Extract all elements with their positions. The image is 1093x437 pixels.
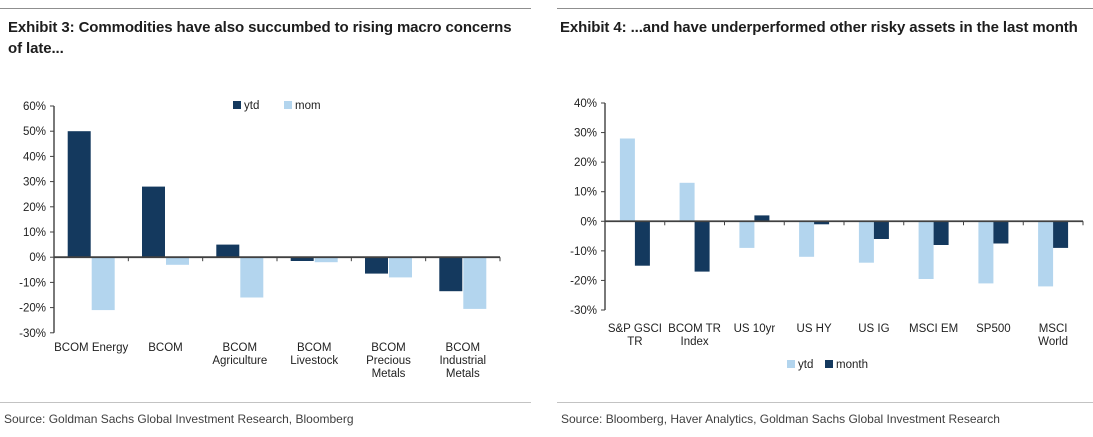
y-tick-label: 10%: [574, 187, 597, 199]
legend-swatch-ytd: [787, 360, 795, 368]
bar-ytd-2: [216, 244, 240, 258]
legend-swatch-month: [825, 360, 833, 368]
category-label: BCOM: [297, 342, 332, 354]
y-tick-label: 40%: [574, 98, 597, 110]
exhibit3-title: Exhibit 3: Commodities have also succumb…: [8, 19, 512, 57]
bar-month-5: [933, 221, 949, 245]
bar-ytd-4: [365, 257, 388, 274]
y-tick-label: -20%: [570, 275, 597, 287]
bar-month-3: [814, 221, 830, 225]
legend-label-mom: mom: [295, 100, 321, 112]
category-label: BCOM: [446, 342, 481, 354]
bar-ytd-0: [67, 131, 91, 258]
y-tick-label: -30%: [570, 305, 597, 317]
exhibit3-source: Source: Goldman Sachs Global Investment …: [0, 402, 531, 426]
y-tick-label: -30%: [19, 328, 46, 340]
bar-mom-1: [166, 257, 189, 265]
bar-ytd-2: [739, 221, 755, 248]
bar-ytd-6: [978, 221, 994, 284]
bar-ytd-1: [679, 182, 695, 222]
legend-label-ytd: ytd: [244, 100, 259, 112]
bar-ytd-4: [858, 221, 874, 263]
category-label: Index: [681, 336, 709, 348]
y-tick-label: 50%: [23, 126, 46, 138]
y-tick-label: 0%: [580, 216, 597, 228]
legend-swatch-mom: [284, 101, 292, 109]
category-label: Precious: [366, 355, 411, 367]
category-label: BCOM: [148, 342, 183, 354]
y-tick-label: 20%: [23, 202, 46, 214]
bar-ytd-1: [142, 186, 165, 258]
y-tick-label: 20%: [574, 157, 597, 169]
bar-ytd-5: [439, 257, 463, 292]
bar-mom-5: [463, 257, 487, 309]
exhibit4-source: Source: Bloomberg, Haver Analytics, Gold…: [557, 402, 1093, 426]
exhibit4-source-text: Source: Bloomberg, Haver Analytics, Gold…: [561, 412, 1000, 426]
category-label: TR: [627, 336, 642, 348]
category-label: MSCI: [1039, 323, 1068, 335]
bar-month-4: [873, 221, 889, 239]
exhibit4-title: Exhibit 4: ...and have underperformed ot…: [560, 19, 1078, 36]
y-tick-label: 60%: [23, 101, 46, 113]
exhibit3-bar-chart: -30% -20% -10% 0% 10% 20% 30% 40% 50% 60% BCOM Ene…: [19, 100, 501, 380]
y-tick-label: -20%: [19, 303, 46, 315]
y-tick-label: 0%: [29, 252, 46, 264]
bar-month-7: [1053, 221, 1069, 248]
category-label: US HY: [797, 323, 832, 335]
bar-ytd-3: [799, 221, 815, 257]
bar-mom-0: [91, 257, 115, 311]
category-label: S&P GSCI: [608, 323, 662, 335]
y-tick-label: 10%: [23, 227, 46, 239]
category-label: Metals: [372, 368, 406, 380]
category-label: US 10yr: [734, 323, 776, 335]
category-label: Metals: [446, 368, 480, 380]
category-label: BCOM TR: [668, 323, 721, 335]
y-tick-label: 30%: [23, 177, 46, 189]
exhibit4-top-rule: [557, 8, 1093, 9]
bar-ytd-7: [1038, 221, 1054, 287]
category-label: Agriculture: [212, 355, 267, 367]
bar-ytd-0: [619, 138, 635, 222]
legend-label-ytd: ytd: [798, 359, 813, 371]
category-label: Industrial: [439, 355, 486, 367]
y-tick-label: -10%: [19, 277, 46, 289]
category-label: MSCI EM: [909, 323, 958, 335]
y-tick-label: 40%: [23, 151, 46, 163]
category-label: US IG: [858, 323, 889, 335]
category-label: BCOM: [371, 342, 406, 354]
bar-month-1: [694, 221, 710, 272]
bar-month-2: [754, 215, 770, 222]
category-label: Livestock: [290, 355, 338, 367]
bar-month-6: [993, 221, 1009, 244]
bar-ytd-5: [918, 221, 934, 279]
y-tick-label: 30%: [574, 128, 597, 140]
bar-mom-3: [314, 257, 338, 263]
category-label: SP500: [976, 323, 1011, 335]
exhibit3-top-rule: [0, 8, 531, 9]
category-label: World: [1038, 336, 1068, 348]
exhibit4-panel: Exhibit 4: ...and have underperformed ot…: [557, 0, 1093, 437]
bar-ytd-3: [290, 257, 314, 261]
bar-mom-4: [389, 257, 412, 278]
bar-month-0: [634, 221, 650, 266]
legend-swatch-ytd: [233, 101, 241, 109]
category-label: BCOM: [223, 342, 258, 354]
category-label: BCOM Energy: [54, 342, 128, 354]
exhibit3-panel: Exhibit 3: Commodities have also succumb…: [0, 0, 531, 437]
legend-label-month: month: [836, 359, 868, 371]
bar-mom-2: [240, 257, 264, 298]
exhibit3-source-text: Source: Goldman Sachs Global Investment …: [4, 412, 354, 426]
y-tick-label: -10%: [570, 246, 597, 258]
